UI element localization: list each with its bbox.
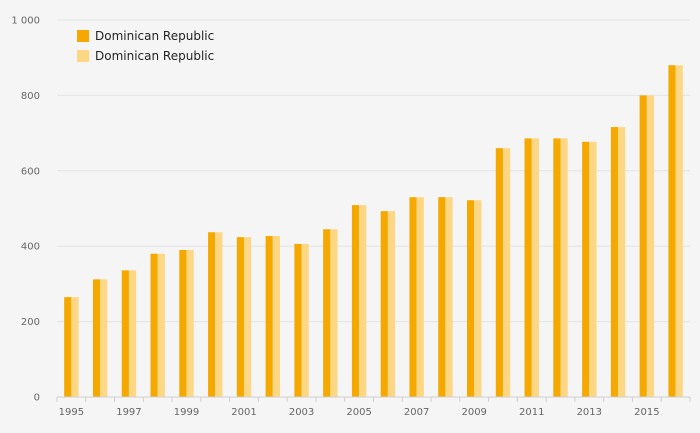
bar-series-1-1999[interactable]	[179, 249, 187, 397]
bars	[64, 65, 683, 398]
bar-series-2-2006[interactable]	[387, 211, 396, 397]
x-tick-label: 2005	[346, 407, 371, 418]
x-tick-label: 2013	[577, 407, 602, 418]
x-tick-label: 2015	[634, 407, 659, 418]
bar-series-2-2007[interactable]	[416, 197, 424, 397]
bar-series-1-2006[interactable]	[380, 211, 388, 397]
bar-series-2-2001[interactable]	[244, 237, 252, 397]
bar-series-1-2007[interactable]	[409, 197, 417, 397]
y-tick-label: 600	[21, 166, 40, 177]
bar-series-1-2008[interactable]	[438, 197, 446, 397]
bar-series-1-2000[interactable]	[208, 232, 216, 397]
bar-series-2-2013[interactable]	[589, 141, 597, 397]
legend-label-2[interactable]: Dominican Republic	[95, 49, 214, 63]
bar-series-2-2010[interactable]	[502, 148, 511, 397]
bar-series-2-2004[interactable]	[330, 229, 338, 397]
x-tick-label: 2009	[461, 407, 486, 418]
bar-series-2-2012[interactable]	[560, 138, 568, 398]
bar-series-1-2003[interactable]	[294, 243, 302, 397]
bar-series-2-2000[interactable]	[215, 232, 223, 397]
x-tick-label: 2001	[231, 407, 256, 418]
bar-series-2-1999[interactable]	[186, 249, 194, 397]
x-tick-label: 2007	[404, 407, 429, 418]
bar-series-2-2015[interactable]	[646, 95, 655, 398]
y-axis-ticks: 0 200 400 600 800 1 000	[11, 16, 40, 404]
y-tick-label: 400	[21, 242, 40, 253]
bar-series-1-2012[interactable]	[553, 138, 561, 398]
bar-series-1-1995[interactable]	[64, 297, 72, 397]
bar-series-1-2014[interactable]	[610, 127, 619, 398]
legend-swatch-1	[77, 30, 89, 42]
bar-series-1-2002[interactable]	[265, 236, 273, 397]
bar-series-1-2010[interactable]	[495, 148, 503, 397]
legend-swatch-2	[77, 50, 89, 62]
x-axis: 1995 1997 1999 2001 2003 2005 2007 2009 2011 2013…	[56, 396, 691, 418]
bar-series-2-2008[interactable]	[445, 197, 453, 397]
bar-series-2-2011[interactable]	[531, 138, 539, 398]
bar-series-2-2005[interactable]	[359, 205, 367, 397]
y-tick-label: 800	[21, 91, 40, 102]
legend-label-1[interactable]: Dominican Republic	[95, 29, 214, 43]
bar-series-2-1995[interactable]	[71, 297, 79, 397]
bar-series-2-1996[interactable]	[100, 279, 108, 397]
bar-series-2-1998[interactable]	[157, 253, 165, 397]
bar-series-1-2011[interactable]	[524, 138, 532, 398]
legend[interactable]: Dominican Republic Dominican Republic	[77, 29, 214, 63]
bar-series-2-2009[interactable]	[474, 200, 482, 397]
bar-series-1-1996[interactable]	[92, 279, 101, 397]
bar-series-2-1997[interactable]	[128, 270, 137, 397]
x-tick-label: 1997	[116, 407, 141, 418]
bar-series-2-2002[interactable]	[272, 236, 280, 397]
y-tick-label: 0	[34, 393, 40, 404]
x-tick-label: 2003	[289, 407, 314, 418]
bar-series-1-1997[interactable]	[121, 270, 129, 397]
bar-series-2-2016[interactable]	[675, 65, 683, 398]
x-tick-label: 1995	[59, 407, 84, 418]
bar-series-1-2015[interactable]	[639, 95, 647, 398]
bar-series-2-2014[interactable]	[618, 127, 626, 398]
x-tick-label: 2011	[519, 407, 544, 418]
x-tick-label: 1999	[174, 407, 199, 418]
bar-series-1-2016[interactable]	[668, 65, 676, 398]
bar-series-1-2005[interactable]	[351, 205, 360, 397]
y-tick-label: 200	[21, 317, 40, 328]
bar-series-2-2003[interactable]	[301, 243, 309, 397]
bar-series-1-2004[interactable]	[323, 229, 331, 397]
bar-series-1-2009[interactable]	[467, 200, 475, 397]
bar-series-1-1998[interactable]	[150, 253, 158, 397]
bar-series-1-2001[interactable]	[236, 237, 245, 397]
bar-series-1-2013[interactable]	[582, 141, 590, 397]
y-tick-label: 1 000	[11, 16, 40, 27]
